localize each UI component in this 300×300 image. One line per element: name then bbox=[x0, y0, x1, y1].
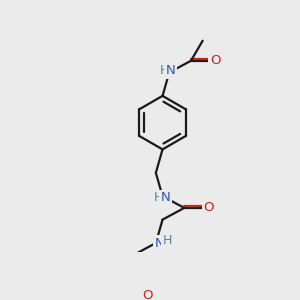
Text: N: N bbox=[166, 64, 176, 77]
Text: N: N bbox=[154, 236, 164, 250]
Text: H: H bbox=[163, 234, 172, 247]
Text: O: O bbox=[203, 201, 214, 214]
Text: N: N bbox=[161, 191, 171, 204]
Text: O: O bbox=[142, 289, 153, 300]
Text: O: O bbox=[210, 54, 220, 67]
Text: H: H bbox=[160, 64, 169, 77]
Text: H: H bbox=[154, 191, 163, 204]
